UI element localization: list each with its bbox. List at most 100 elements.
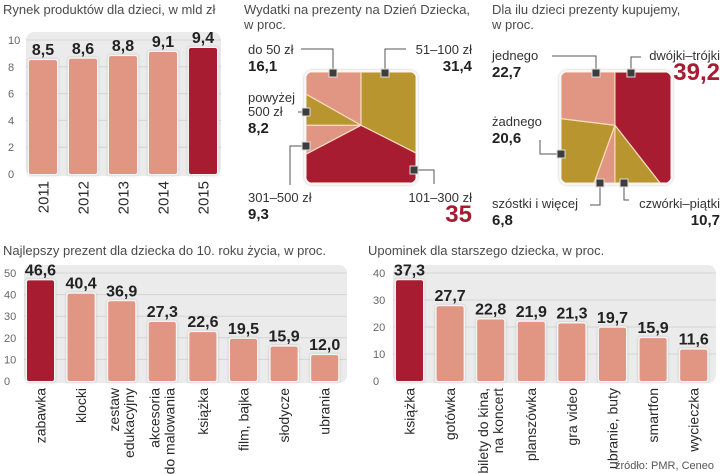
bar xyxy=(27,280,54,381)
bar xyxy=(599,327,626,381)
bar xyxy=(230,338,257,381)
y-tick-label: 30 xyxy=(373,295,385,307)
slice-label: powyżej xyxy=(248,90,295,105)
y-tick-label: 40 xyxy=(4,290,16,302)
leader-line xyxy=(414,169,435,184)
slice-value: 20,6 xyxy=(492,130,521,147)
data-label: 15,9 xyxy=(269,329,300,346)
bar xyxy=(189,48,217,174)
data-label: 36,9 xyxy=(106,283,137,300)
data-label: 22,6 xyxy=(187,314,218,331)
data-label: 27,3 xyxy=(147,304,178,321)
slice-value: 22,7 xyxy=(492,64,521,81)
data-label: 9,1 xyxy=(152,34,174,51)
data-label: 19,5 xyxy=(228,321,259,338)
category-label: wycieczka xyxy=(686,388,702,453)
slice-label: żadnego xyxy=(492,114,542,129)
category-label: zabawka xyxy=(32,388,48,443)
data-label: 27,7 xyxy=(435,288,466,305)
data-label: 8,6 xyxy=(72,41,94,58)
slice-marker xyxy=(591,68,601,78)
bar xyxy=(680,349,708,381)
category-label: na koncert xyxy=(490,388,506,453)
slice-label: do 50 zł xyxy=(248,42,294,57)
leader-line xyxy=(301,48,334,73)
pie-slices xyxy=(306,72,416,183)
category-label: książka xyxy=(401,388,417,435)
bar xyxy=(189,332,217,381)
y-tick-label: 10 xyxy=(373,349,385,361)
source-note: źródło: PMR, Ceneo xyxy=(614,460,714,472)
market-bar-chart: 0 2 4 6 8 10 8,5 2011 8,6 2012 8,8 2013 9,1 2014 9,4 20… xyxy=(8,30,221,214)
bar xyxy=(270,346,298,381)
data-label: 21,9 xyxy=(516,304,547,321)
slice-label: dwójki–trójki xyxy=(649,48,720,63)
slice-marker xyxy=(626,68,636,78)
best-gift-bar-chart: 0 10 20 30 40 50 46,6 zabawka 40,4 klocki 36,9 zest… xyxy=(4,262,347,474)
y-tick-label: 0 xyxy=(8,169,14,181)
y-tick-label: 2 xyxy=(8,142,14,154)
category-label: książka xyxy=(195,388,211,435)
y-tick-label: 20 xyxy=(373,322,385,334)
bar xyxy=(69,58,97,175)
leader-line xyxy=(590,183,601,206)
slice-marker xyxy=(619,178,629,188)
data-label: 9,4 xyxy=(192,30,214,47)
slice-label: 301–500 zł xyxy=(248,190,312,205)
y-tick-label: 0 xyxy=(4,376,10,388)
slice-value: 31,4 xyxy=(443,58,473,75)
data-label: 8,5 xyxy=(32,42,54,59)
data-label: 46,6 xyxy=(25,262,56,279)
data-label: 11,6 xyxy=(679,332,709,349)
category-label: gra video xyxy=(564,388,580,446)
bar xyxy=(109,56,137,174)
slice-label: czwórki–piątki xyxy=(639,196,720,211)
category-label: 2012 xyxy=(75,181,92,214)
category-label: słodycze xyxy=(276,388,292,443)
pie-slices xyxy=(561,72,671,183)
category-label: 2013 xyxy=(115,181,132,214)
bar xyxy=(558,323,586,381)
slice-marker xyxy=(409,165,419,175)
data-label: 8,8 xyxy=(112,38,134,55)
data-label: 12,0 xyxy=(309,337,340,354)
slice-label: 500 zł xyxy=(248,104,283,119)
spending-chart-title: Wydatki na prezenty na Dzień Dziecka, w … xyxy=(244,2,471,32)
slice-label: szóstki i więcej xyxy=(492,196,578,211)
category-label: gotówka xyxy=(442,388,458,440)
bar xyxy=(148,322,176,381)
bar xyxy=(477,319,505,381)
older-child-chart-title: Upominek dla starszego dziecka, w proc. xyxy=(368,243,605,258)
category-label: 2014 xyxy=(155,181,172,214)
category-label: 2015 xyxy=(195,181,212,214)
y-tick-label: 50 xyxy=(4,268,16,280)
best-gift-chart-title: Najlepszy prezent dla dziecka do 10. rok… xyxy=(3,243,326,258)
category-label: bilety do kina, xyxy=(475,388,491,474)
data-label: 19,7 xyxy=(597,310,628,327)
children-chart-title: Dla ilu dzieci prezenty kupujemy, w proc… xyxy=(492,2,681,32)
bar xyxy=(67,293,95,381)
slice-marker xyxy=(556,149,566,159)
slice-value: 9,3 xyxy=(248,206,269,223)
category-label: smartfon xyxy=(645,388,661,442)
y-tick-label: 40 xyxy=(373,268,385,280)
bar xyxy=(436,306,464,381)
slice-marker xyxy=(301,141,311,151)
slice-marker xyxy=(595,178,605,188)
bar xyxy=(396,280,423,381)
leader-line xyxy=(623,183,629,201)
y-tick-label: 10 xyxy=(8,35,20,47)
data-label: 22,8 xyxy=(475,301,506,318)
data-label: 40,4 xyxy=(66,276,97,293)
slice-label: 51–100 zł xyxy=(416,42,472,57)
slice-value: 35 xyxy=(445,201,472,228)
slice-marker xyxy=(328,68,338,78)
market-chart-title: Rynek produktów dla dzieci, w mld zł xyxy=(3,2,216,17)
slice-value: 6,8 xyxy=(492,212,513,229)
y-tick-label: 4 xyxy=(8,115,14,127)
bar xyxy=(517,321,545,381)
slice-marker xyxy=(301,107,311,117)
slice-value: 39,2 xyxy=(673,59,720,86)
